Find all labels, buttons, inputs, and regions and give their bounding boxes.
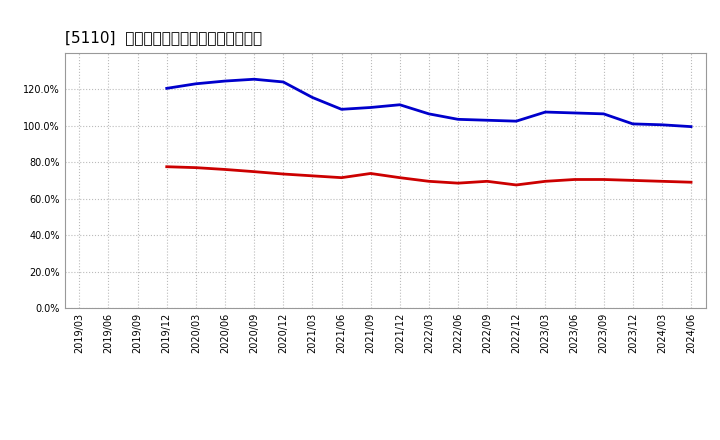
固定長期適合率	[687, 180, 696, 185]
固定長期適合率	[657, 179, 666, 184]
固定長期適合率	[599, 177, 608, 182]
固定比率	[541, 110, 550, 115]
固定長期適合率	[308, 173, 317, 179]
固定比率	[250, 77, 258, 82]
固定長期適合率	[541, 179, 550, 184]
固定長期適合率	[279, 171, 287, 176]
固定比率	[395, 102, 404, 107]
固定長期適合率	[220, 167, 229, 172]
固定長期適合率	[192, 165, 200, 170]
固定長期適合率	[163, 164, 171, 169]
固定比率	[599, 111, 608, 117]
固定長期適合率	[366, 171, 375, 176]
固定長期適合率	[395, 175, 404, 180]
固定比率	[220, 78, 229, 84]
固定比率	[366, 105, 375, 110]
固定比率	[192, 81, 200, 86]
固定長期適合率	[425, 179, 433, 184]
固定比率	[657, 122, 666, 128]
固定比率	[425, 111, 433, 117]
固定長期適合率	[629, 178, 637, 183]
固定比率	[687, 124, 696, 129]
Line: 固定長期適合率: 固定長期適合率	[167, 167, 691, 185]
固定長期適合率	[570, 177, 579, 182]
固定長期適合率	[337, 175, 346, 180]
固定比率	[570, 110, 579, 116]
固定比率	[483, 117, 492, 123]
固定長期適合率	[483, 179, 492, 184]
Text: [5110]  固定比率、固定長期適合率の推移: [5110] 固定比率、固定長期適合率の推移	[65, 29, 262, 45]
固定長期適合率	[454, 180, 462, 186]
固定比率	[279, 79, 287, 84]
固定比率	[163, 86, 171, 91]
固定比率	[629, 121, 637, 127]
固定長期適合率	[250, 169, 258, 174]
固定比率	[454, 117, 462, 122]
Line: 固定比率: 固定比率	[167, 79, 691, 127]
固定比率	[512, 118, 521, 124]
固定長期適合率	[512, 182, 521, 187]
固定比率	[337, 106, 346, 112]
固定比率	[308, 95, 317, 100]
